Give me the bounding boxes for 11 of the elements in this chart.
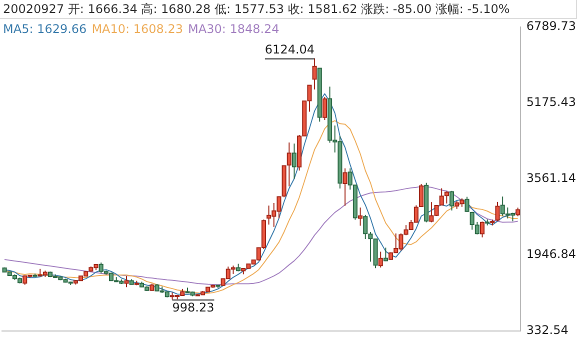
chart-title: 20020927 开: 1666.34 高: 1680.28 低: 1577.53 收: 1581.62 涨跌: -85.00 涨幅: -5.10%: [0, 0, 577, 19]
y-tick-label: 6789.73: [526, 19, 576, 34]
y-tick-label: 1946.84: [526, 246, 576, 261]
text: MA30: 1848.24: [188, 22, 280, 36]
annotation: 6124.04: [264, 42, 315, 56]
annotation: 998.23: [172, 300, 214, 315]
text: MA5: 1629.66: [3, 22, 87, 36]
text: MA10: 1608.23: [92, 22, 183, 36]
y-tick-label: 3561.14: [526, 171, 576, 186]
y-tick-label: 5175.43: [526, 95, 576, 110]
y-tick-label: 332.54: [526, 322, 568, 337]
